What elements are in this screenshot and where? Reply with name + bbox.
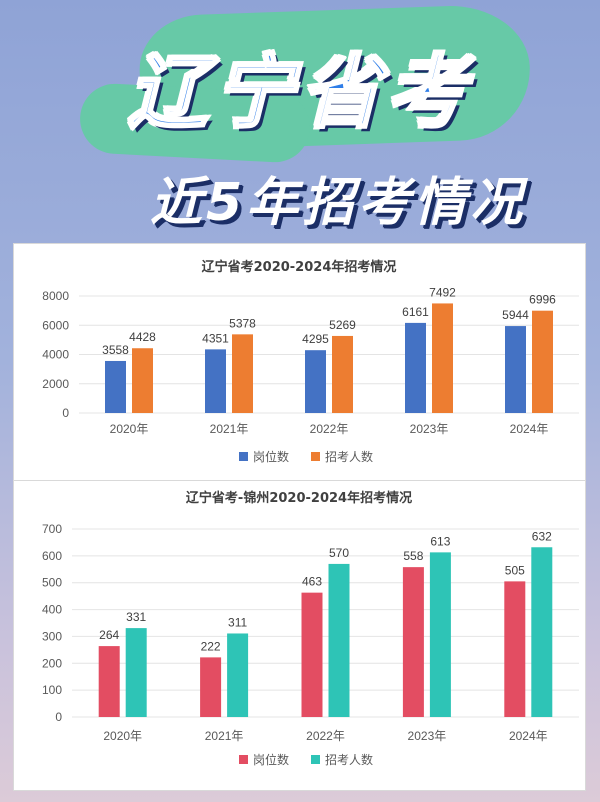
data-label: 4351: [202, 331, 229, 345]
data-label: 632: [532, 529, 552, 543]
data-label: 570: [329, 546, 349, 560]
bar: [125, 628, 147, 717]
data-label: 5378: [229, 316, 256, 330]
y-tick-label: 4000: [42, 348, 69, 362]
data-label: 463: [302, 575, 322, 589]
y-tick-label: 300: [42, 629, 62, 643]
y-tick-label: 0: [62, 406, 69, 420]
bar: [200, 657, 222, 717]
x-tick-label: 2020年: [103, 729, 142, 743]
data-label: 5944: [502, 308, 529, 322]
bar: [328, 563, 350, 717]
data-label: 505: [505, 563, 525, 577]
bar: [232, 334, 253, 413]
data-label: 613: [430, 534, 450, 548]
y-tick-label: 8000: [42, 289, 69, 303]
data-label: 3558: [102, 343, 129, 357]
data-label: 6161: [402, 305, 429, 319]
y-tick-label: 100: [42, 683, 62, 697]
data-label: 5269: [329, 318, 356, 332]
legend-label: 岗位数: [253, 449, 289, 464]
bar: [504, 581, 526, 717]
bar: [505, 326, 526, 413]
x-tick-label: 2021年: [210, 422, 249, 436]
bar: [432, 303, 453, 413]
bar: [98, 646, 120, 717]
data-label: 558: [403, 549, 423, 563]
bar: [402, 567, 424, 717]
y-tick-label: 0: [55, 710, 62, 724]
bar: [429, 552, 451, 717]
legend-swatch: [239, 755, 248, 764]
data-label: 4428: [129, 330, 156, 344]
y-tick-label: 200: [42, 656, 62, 670]
legend-label: 招考人数: [325, 752, 373, 767]
chart-title: 辽宁省考-锦州2020-2024年招考情况: [186, 490, 412, 506]
x-tick-label: 2024年: [510, 422, 549, 436]
x-tick-label: 2024年: [509, 729, 548, 743]
chart-title: 辽宁省考2020-2024年招考情况: [202, 259, 397, 275]
bar: [132, 348, 153, 413]
bar: [301, 592, 323, 717]
page-title: 辽宁省考: [127, 45, 472, 141]
y-tick-label: 700: [42, 522, 62, 536]
x-tick-label: 2022年: [306, 729, 345, 743]
x-tick-label: 2023年: [408, 729, 447, 743]
bar: [305, 350, 326, 413]
data-label: 264: [99, 628, 119, 642]
chart-divider: [14, 480, 585, 481]
bar: [405, 322, 426, 413]
y-tick-label: 2000: [42, 377, 69, 391]
bar: [205, 349, 226, 413]
x-tick-label: 2022年: [310, 422, 349, 436]
legend-swatch: [239, 452, 248, 461]
bar: [531, 547, 553, 717]
legend-swatch: [311, 755, 320, 764]
bar: [532, 310, 553, 413]
x-tick-label: 2021年: [205, 729, 244, 743]
data-label: 311: [228, 615, 247, 629]
bar: [105, 360, 126, 413]
page-subtitle: 近5年招考情况: [150, 173, 527, 233]
bar: [332, 335, 353, 413]
legend-swatch: [311, 452, 320, 461]
chart-jinzhou: 辽宁省考-锦州2020-2024年招考情况 0 100 200 300 400 500 600…: [42, 490, 579, 767]
y-tick-label: 500: [42, 576, 62, 590]
chart-provincial: 辽宁省考2020-2024年招考情况0200040006000800035584…: [42, 259, 579, 464]
data-label: 222: [201, 639, 221, 653]
data-label: 6996: [529, 293, 556, 307]
legend-label: 招考人数: [325, 449, 373, 464]
data-label: 4295: [302, 332, 329, 346]
data-label: 331: [126, 610, 146, 624]
legend-label: 岗位数: [253, 752, 289, 767]
y-tick-label: 600: [42, 549, 62, 563]
data-label: 7492: [429, 285, 456, 299]
x-tick-label: 2020年: [110, 422, 149, 436]
bar: [227, 633, 249, 717]
y-tick-label: 400: [42, 603, 62, 617]
chart-card: 辽宁省考2020-2024年招考情况 0 2000 4000 6000 8000 3558 4…: [13, 243, 586, 791]
x-tick-label: 2023年: [410, 422, 449, 436]
y-tick-label: 6000: [42, 318, 69, 332]
